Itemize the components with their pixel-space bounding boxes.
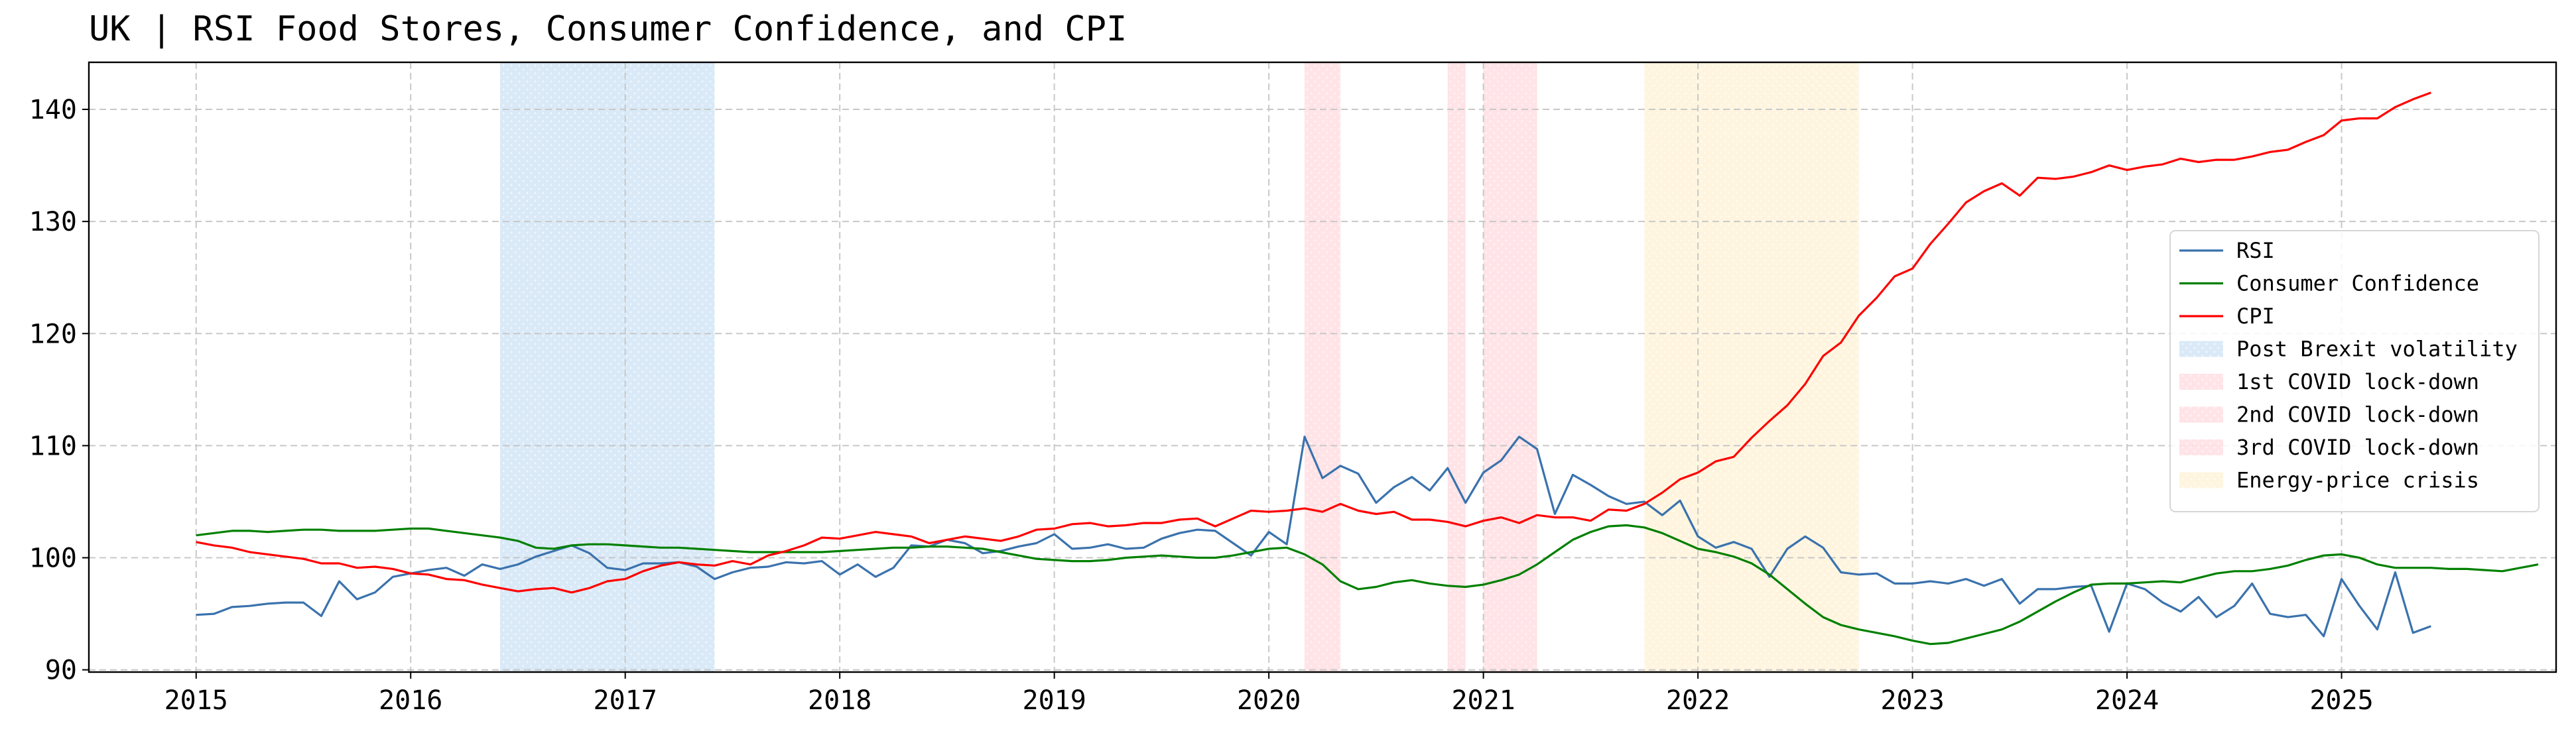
series-line-consumer-confidence: [196, 524, 2539, 646]
x-tick-label: 2015: [164, 685, 228, 716]
shaded-periods: [500, 62, 1859, 672]
x-tick-label: 2024: [2095, 685, 2159, 716]
x-tick-label: 2025: [2309, 685, 2373, 716]
x-tick-label: 2023: [1880, 685, 1944, 716]
shade-texture-post-brexit-volatility: [500, 62, 715, 672]
plot-frame: [88, 61, 2557, 673]
shade-texture-energy-price-crisis: [1644, 62, 1859, 672]
series-lines: [196, 91, 2539, 646]
axes: 2015 2016 2017 2018 2019 2020 2021 2022 2023 2024…: [29, 95, 2374, 716]
legend-box: [2169, 230, 2540, 512]
series-line-cpi: [196, 91, 2431, 594]
x-tick-label: 2019: [1022, 685, 1086, 716]
x-tick-label: 2016: [379, 685, 442, 716]
legend-swatch-texture-energy-price-crisis: [2179, 472, 2223, 488]
y-tick-label: 110: [29, 431, 77, 461]
shade-texture-1st-covid-lock-down: [1305, 62, 1340, 672]
legend-swatch-texture-1st-covid-lock-down: [2179, 374, 2223, 390]
legend-label-energy-price-crisis: Energy-price crisis: [2236, 468, 2479, 493]
x-tick-label: 2021: [1451, 685, 1515, 716]
x-tick-label: 2022: [1666, 685, 1730, 716]
legend-label-cpi: CPI: [2236, 304, 2275, 329]
chart-title: UK | RSI Food Stores, Consumer Confidenc…: [89, 9, 1127, 49]
legend-label-post-brexit-volatility: Post Brexit volatility: [2236, 337, 2518, 362]
legend-label-1st-covid-lock-down: 1st COVID lock-down: [2236, 369, 2479, 394]
legend-swatch-texture-3rd-covid-lock-down: [2179, 439, 2223, 455]
y-tick-label: 100: [29, 543, 77, 574]
shade-texture-3rd-covid-lock-down: [1483, 62, 1537, 672]
legend-label-2nd-covid-lock-down: 2nd COVID lock-down: [2236, 402, 2479, 428]
x-tick-label: 2017: [594, 685, 657, 716]
y-tick-label: 140: [29, 95, 77, 125]
legend-label-rsi: RSI: [2236, 238, 2275, 263]
legend-label-3rd-covid-lock-down: 3rd COVID lock-down: [2236, 435, 2479, 460]
legend: RSI Consumer Confidence CPI Post Brexit vol…: [2169, 230, 2540, 512]
x-tick-label: 2018: [808, 685, 871, 716]
y-tick-label: 130: [29, 207, 77, 237]
legend-swatch-texture-2nd-covid-lock-down: [2179, 406, 2223, 423]
legend-swatch-texture-post-brexit-volatility: [2179, 341, 2223, 357]
shade-texture-2nd-covid-lock-down: [1447, 62, 1466, 672]
legend-label-consumer-confidence: Consumer Confidence: [2236, 271, 2479, 296]
y-tick-label: 90: [45, 656, 77, 686]
y-tick-label: 120: [29, 319, 77, 349]
gridlines: [89, 62, 2556, 672]
x-tick-label: 2020: [1237, 685, 1301, 716]
